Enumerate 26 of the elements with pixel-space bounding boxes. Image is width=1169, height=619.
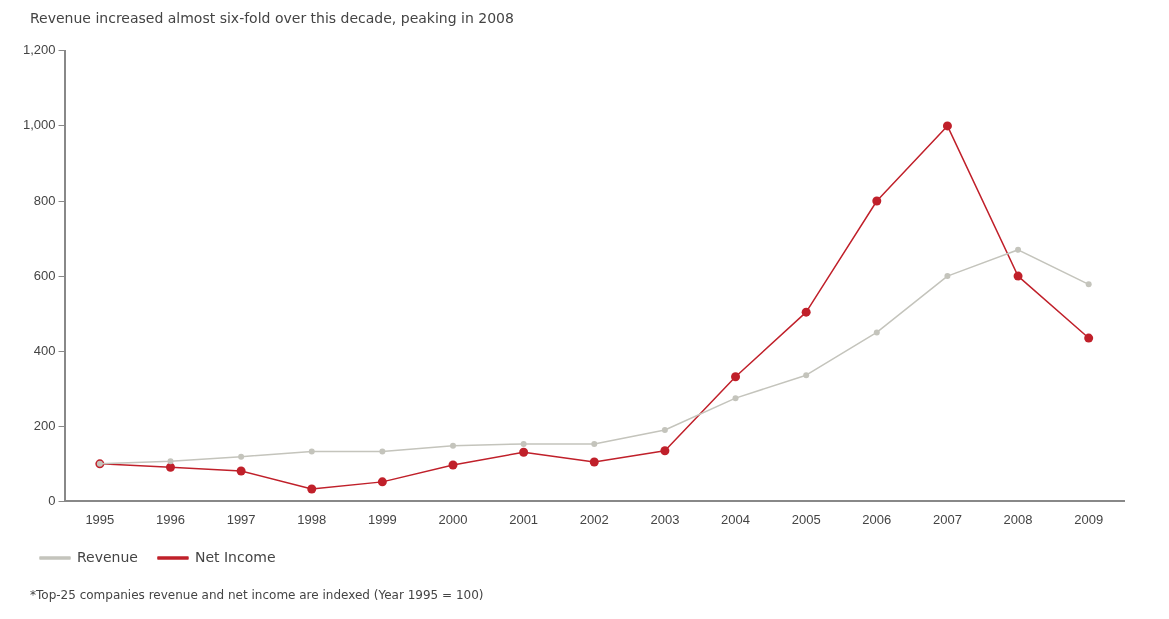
x-tick-label: 2007	[932, 511, 962, 527]
x-tick-label: 1996	[156, 511, 185, 527]
legend-label: Revenue	[77, 548, 138, 565]
x-tick-label: 2006	[862, 511, 892, 527]
y-tick-label: 1,200	[22, 42, 56, 58]
x-tick-label: 2003	[650, 511, 680, 527]
y-tick-label: 200	[33, 417, 56, 433]
legend-label: Net Income	[194, 548, 276, 565]
y-tick-label: 0	[48, 492, 56, 508]
x-tick-label: 2009	[1074, 511, 1104, 527]
x-tick-label: 2000	[438, 511, 468, 527]
x-tick-label: 1997	[226, 511, 256, 527]
x-tick-label: 2005	[791, 511, 821, 527]
x-tick-label: 2001	[509, 511, 539, 527]
x-tick-label: 2002	[579, 511, 609, 527]
x-tick-label: 1995	[85, 511, 115, 527]
y-tick-label: 400	[33, 342, 56, 358]
x-tick-label: 1998	[297, 511, 327, 527]
y-tick-label: 1,000	[22, 117, 56, 133]
x-tick-label: 1999	[367, 511, 397, 527]
y-tick-label: 600	[33, 267, 56, 283]
y-tick-label: 800	[33, 192, 56, 208]
chart-title: Revenue increased almost six-fold over this decade, peaking in 2008	[30, 10, 514, 26]
x-tick-label: 2004	[721, 511, 750, 527]
x-tick-label: 2008	[1003, 511, 1033, 527]
text: *Top-25 companies revenue and net income are indexed (Year 1995 = 100)	[30, 588, 484, 602]
